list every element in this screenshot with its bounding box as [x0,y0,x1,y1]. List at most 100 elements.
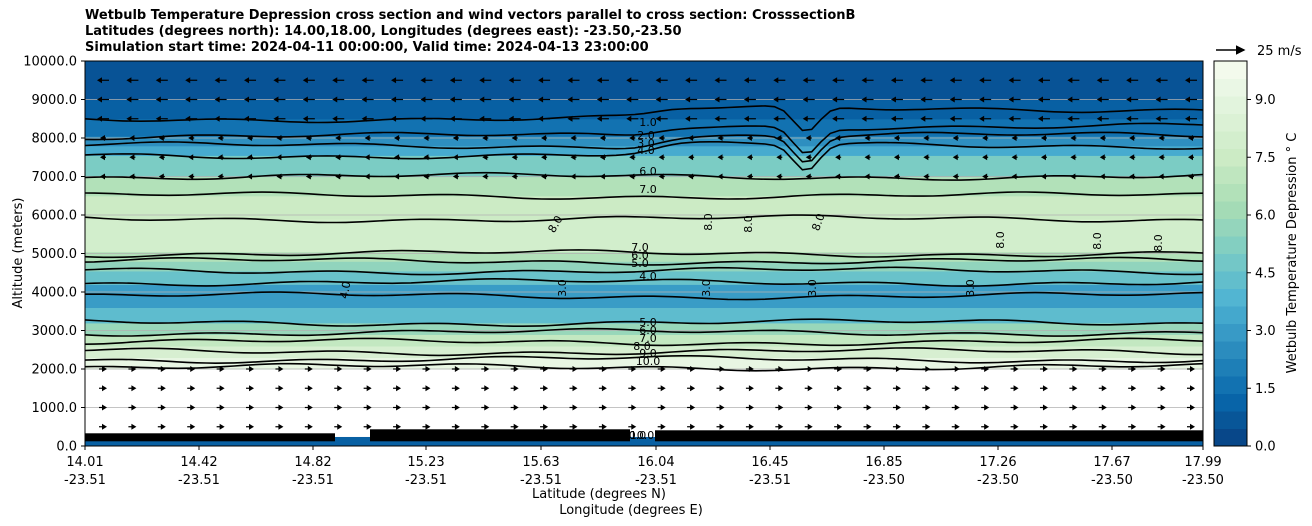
wind-arrow [361,77,374,84]
wind-arrow [394,154,401,161]
wind-arrow-head [1190,385,1195,392]
wind-arrow [302,96,315,103]
wind-arrow [628,385,637,392]
wind-arrow [158,154,165,161]
wind-arrow-head [249,404,255,411]
wind-arrow-head [979,77,985,84]
wind-arrow-head [335,154,341,161]
wind-arrow-head [420,96,426,103]
field-band-6 [85,307,1203,324]
wind-arrow-head [394,135,400,141]
wind-arrow-head [832,115,838,122]
wind-arrow [952,173,959,180]
wind-arrow-head [861,96,867,103]
wind-arrow-head [102,366,107,372]
wind-arrow-head [719,385,725,392]
wind-arrow-head [688,173,694,180]
wind-arrow-head [807,423,813,430]
wind-arrow-head [714,115,720,122]
wind-arrow-head [484,404,490,411]
wind-arrow [511,135,518,141]
wind-arrow [302,77,315,84]
wind-arrow [1010,423,1019,430]
wind-arrow [688,173,695,180]
wind-arrow [776,154,783,161]
wind-arrow-head [307,423,313,430]
wind-arrow-head [1188,154,1193,161]
wind-arrow-head [895,385,901,392]
wind-arrow-head [866,385,872,392]
wind-arrow-head [690,404,696,411]
wind-arrow-head [688,135,694,141]
field-band-13 [85,176,1203,197]
wind-arrow-head [1008,96,1014,103]
wind-arrow [100,173,106,180]
wind-arrow-head [1096,77,1102,84]
wind-arrow [273,96,286,103]
wind-arrow [775,366,784,372]
wind-arrow [920,77,933,84]
wind-arrow-head [188,173,194,180]
wind-arrow [1069,385,1078,392]
wind-arrow-head [596,96,602,103]
wind-arrow-head [1188,173,1193,180]
wind-arrow [745,404,754,411]
wind-arrow-head [1037,115,1043,122]
wind-arrow-head [861,77,867,84]
wind-arrow-head [97,115,102,122]
wind-arrow [422,385,431,392]
wind-arrow-head [276,135,282,141]
wind-arrow [305,154,312,161]
wind-arrow [1188,154,1194,161]
wind-arrow-head [778,423,784,430]
contour-line-11 [85,291,1203,301]
contour-line-4 [85,171,1203,181]
x-tick-lon-0: -23.51 [64,473,106,488]
wind-arrow-head [129,154,135,161]
wind-arrow-head [920,77,926,84]
y-tick-label-4: 4000.0 [32,286,78,301]
wind-arrow-head [278,404,284,411]
wind-arrow-head [361,115,367,122]
wind-arrow [481,423,490,430]
wind-arrow-head [1101,366,1107,372]
wind-arrow [217,154,224,161]
wind-arrow-head [567,96,573,103]
wind-arrow [1011,135,1018,141]
wind-arrow-head [391,96,397,103]
wind-arrow-head [1101,385,1107,392]
wind-arrow [1070,173,1077,180]
wind-arrow-head [835,173,841,180]
wind-arrow [246,404,255,411]
wind-arrow [892,423,901,430]
wind-arrow [155,115,168,122]
wind-arrow [598,385,607,392]
wind-arrow [569,423,578,430]
wind-arrow-head [190,404,196,411]
wind-arrow-head [1067,96,1073,103]
wind-arrow [363,423,372,430]
wind-arrow-head [278,366,284,372]
wind-arrow-head [1099,135,1105,141]
wind-arrow [216,385,225,392]
wind-arrow [982,173,989,180]
wind-arrow-head [1011,135,1017,141]
wind-arrow-head [1160,423,1166,430]
wind-arrow-head [423,154,429,161]
wind-arrow-head [1011,154,1017,161]
wind-arrow [481,404,490,411]
contour-label-15: 5.0 [631,257,649,270]
wind-arrow-head [513,366,519,372]
wind-arrow-head [805,135,811,141]
wind-arrow [717,154,724,161]
wind-arrow [451,404,460,411]
wind-arrow [951,366,960,372]
wind-arrow [246,385,255,392]
wind-arrow-head [893,154,899,161]
wind-arrow [1157,385,1166,392]
wind-arrow [364,173,371,180]
wind-arrow [567,96,580,103]
contour-line-5 [85,191,1203,200]
wind-arrow [304,385,313,392]
quiver-key-label: 25 m/s [1257,44,1302,59]
